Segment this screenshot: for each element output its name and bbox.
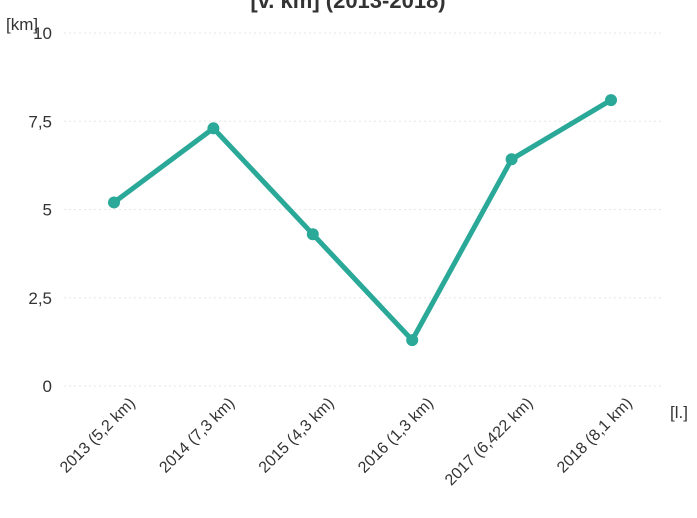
y-tick-label: 7,5 — [28, 112, 52, 131]
y-axis-label: [km] — [6, 15, 38, 34]
x-tick-label: 2015 (4,3 km) — [256, 395, 338, 477]
x-tick-label: 2016 (1,3 km) — [355, 395, 437, 477]
y-tick-label: 2,5 — [28, 289, 52, 308]
series-line — [111, 97, 614, 343]
data-point — [406, 334, 419, 347]
data-point — [108, 196, 120, 209]
data-points — [108, 94, 617, 347]
x-tick-label: 2018 (8,1 km) — [554, 395, 636, 477]
y-tick-label: 5 — [43, 201, 52, 220]
data-point — [207, 122, 220, 135]
y-tick-label: 10 — [33, 24, 52, 43]
x-tick-label: 2014 (7,3 km) — [156, 395, 238, 477]
x-axis-label: [l.] — [670, 403, 688, 422]
data-point — [605, 94, 617, 107]
y-tick-label: 0 — [43, 377, 52, 396]
x-tick-label: 2013 (5,2 km) — [57, 395, 139, 477]
grid-lines — [64, 32, 662, 387]
x-tick-labels: 2013 (5,2 km) 2014 (7,3 km) 2015 (4,3 km) 2… — [57, 395, 636, 489]
chart-title: [v. km] (2013-2018) — [250, 0, 445, 13]
data-point — [505, 153, 518, 166]
x-tick-label: 2017 (6,422 km) — [442, 395, 536, 489]
data-point — [306, 228, 319, 241]
series-line-layer — [111, 97, 614, 343]
y-tick-labels: 0 2,5 5 7,5 10 — [28, 24, 52, 396]
